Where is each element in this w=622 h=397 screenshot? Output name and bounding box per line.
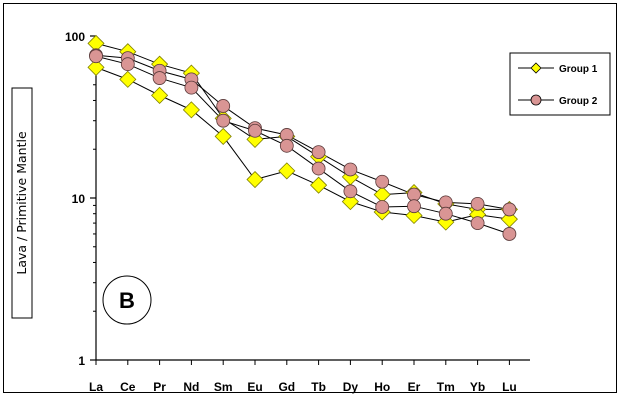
x-tick-label: Tm (437, 380, 455, 394)
group-2-point (438, 206, 453, 221)
group-2-point (375, 200, 390, 214)
group-1-point (119, 70, 137, 88)
x-tick-label: Yb (470, 380, 485, 394)
y-axis-title-box (11, 87, 33, 319)
group-2-point (152, 71, 167, 85)
legend-label-group-1: Group 1 (559, 64, 598, 75)
y-tick-label: 10 (72, 192, 86, 206)
legend-box (509, 52, 611, 116)
group-2-point (311, 161, 326, 176)
group-1-point (341, 193, 359, 211)
x-tick-label: Pr (153, 380, 166, 394)
group-2-point (343, 162, 358, 177)
x-tick-label: Tb (311, 380, 326, 394)
group-2-point (470, 216, 485, 230)
y-axis-ticks: 1 10 100 (65, 30, 96, 368)
x-tick-label: Gd (278, 380, 295, 394)
group-1-point (87, 58, 105, 76)
legend-label-group-2: Group 2 (559, 96, 598, 107)
y-tick-label: 100 (65, 30, 85, 44)
group-2-point (216, 99, 231, 113)
group-1-point (310, 176, 328, 194)
x-tick-label: La (89, 380, 103, 394)
series-layer (87, 34, 518, 241)
group-1-point (151, 86, 169, 104)
x-tick-label: Lu (502, 380, 517, 394)
x-tick-label: Dy (343, 380, 359, 394)
group-2-point (216, 113, 231, 128)
group-2-point (279, 138, 294, 153)
x-tick-label: Ce (120, 380, 136, 394)
group-2-point (375, 174, 390, 189)
group-2-point (407, 187, 421, 202)
group-2-point (89, 49, 103, 64)
group-2-point (120, 57, 135, 72)
legend-marker-group-1 (530, 62, 542, 74)
group-2-point (311, 145, 326, 160)
group-1-point (214, 127, 232, 145)
y-tick-label: 1 (78, 354, 85, 368)
x-axis-ticks: La Ce Pr Nd Sm Eu Gd Tb Dy Ho Er Tm Yb Lu (89, 360, 517, 394)
group-1-point (182, 101, 200, 119)
group-2-point (470, 196, 485, 211)
x-tick-label: Sm (214, 380, 233, 394)
group-2-point (502, 227, 517, 241)
group-2-point (184, 80, 199, 95)
x-tick-label: Eu (247, 380, 262, 394)
panel-label: B (119, 288, 135, 313)
group-2-point (248, 123, 262, 138)
legend-marker-group-2 (530, 94, 542, 106)
x-tick-label: Ho (374, 380, 390, 394)
panel-label-badge (102, 275, 152, 325)
group-2-point (407, 199, 421, 214)
group-1-point (246, 170, 264, 189)
x-tick-label: Er (408, 380, 421, 394)
group-2-point (502, 202, 517, 217)
x-tick-label: Nd (183, 380, 199, 394)
group-1-point (278, 162, 296, 180)
y-axis-title: Lava / Primitive Mantle (14, 131, 29, 275)
group-2-point (343, 184, 358, 199)
